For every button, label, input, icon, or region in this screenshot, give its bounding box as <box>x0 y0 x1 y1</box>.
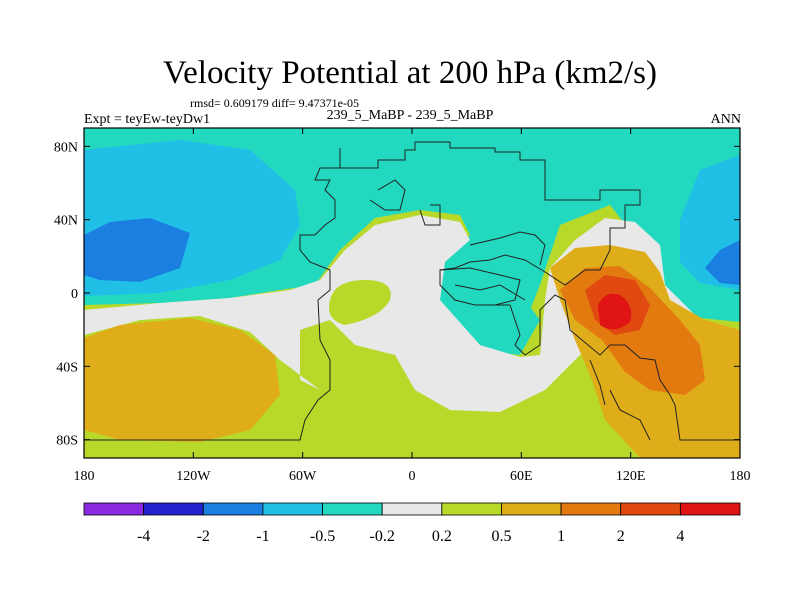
coastline-inner-d <box>419 204 441 226</box>
x-tick-label: 0 <box>409 469 416 484</box>
x-tick-label: 60W <box>289 469 317 484</box>
coastline-inner-c <box>454 284 526 301</box>
coastline-inner-b <box>469 231 546 266</box>
case-label: 239_5_MaBP - 239_5_MaBP <box>327 108 494 123</box>
x-tick-label: 60E <box>510 469 533 484</box>
x-tick-label: 120E <box>616 469 646 484</box>
colorbar-label: -0.5 <box>310 528 335 545</box>
colorbar-swatch <box>381 502 443 516</box>
contour-field <box>84 128 740 458</box>
colorbar-swatch <box>441 502 502 516</box>
x-tick-label: 180 <box>74 469 95 484</box>
contour-green-patch <box>329 280 391 325</box>
chart-title: Velocity Potential at 200 hPa (km2/s) <box>163 55 657 91</box>
x-tick-label: 120W <box>176 469 211 484</box>
coastline-inner-a <box>439 267 521 306</box>
colorbar: -4 -2 -1 -0.5 -0.2 0.2 0.5 1 2 4 <box>83 502 741 545</box>
colorbar-swatch <box>501 502 562 516</box>
colorbar-label: -2 <box>197 528 210 545</box>
y-tick-label: 80N <box>54 140 78 155</box>
y-tick-label: 0 <box>71 287 78 302</box>
colorbar-swatch <box>83 502 145 516</box>
experiment-label: Expt = teyEw-teyDw1 <box>84 112 210 127</box>
x-tick-label: 180 <box>730 469 751 484</box>
contour-anomaly-red <box>598 293 632 330</box>
colorbar-label: 1 <box>557 528 565 545</box>
x-axis-ticks: 180 120W 60W 0 60E 120E 180 <box>74 128 751 484</box>
colorbar-label: -0.2 <box>370 528 395 545</box>
colorbar-label: 0.5 <box>491 528 511 545</box>
coastlines <box>84 141 740 441</box>
colorbar-label: 4 <box>676 528 684 545</box>
colorbar-label: -1 <box>256 528 269 545</box>
colorbar-label: 2 <box>617 528 625 545</box>
coastline-inner-f <box>609 389 651 441</box>
contour-southwest-orange <box>84 318 280 442</box>
y-tick-label: 40N <box>54 214 78 229</box>
y-axis-ticks: 80N 40N 0 40S 80S <box>54 140 740 449</box>
coastline-north <box>339 141 740 441</box>
contour-pacific-deep-blue <box>84 218 190 282</box>
coastline-inner-e <box>369 179 406 211</box>
colorbar-swatch <box>262 502 323 516</box>
colorbar-swatch <box>560 502 622 516</box>
colorbar-label: 0.2 <box>432 528 452 545</box>
stats-label: rmsd= 0.609179 diff= 9.47371e-05 <box>190 96 359 110</box>
coastline-inner-g <box>589 359 606 406</box>
season-label: ANN <box>711 112 741 127</box>
colorbar-swatch <box>679 502 741 516</box>
coastline-south <box>84 167 340 441</box>
y-tick-label: 80S <box>56 434 78 449</box>
contour-east-deep-blue <box>705 240 740 285</box>
colorbar-swatch <box>202 502 264 516</box>
colorbar-label: -4 <box>137 528 150 545</box>
colorbar-swatch <box>620 502 681 516</box>
y-tick-label: 40S <box>56 360 78 375</box>
colorbar-swatch <box>143 502 204 516</box>
colorbar-swatch <box>322 502 383 516</box>
